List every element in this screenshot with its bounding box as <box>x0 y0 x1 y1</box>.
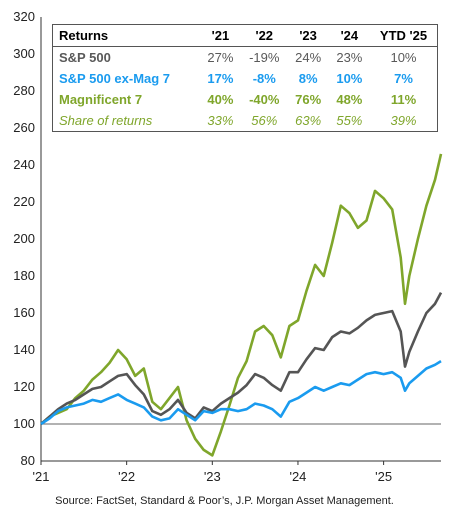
y-tick-label: 320 <box>13 9 35 24</box>
table-header-row: Returns '21 '22 '23 '24 YTD '25 <box>52 24 438 47</box>
table-cell: 17% <box>207 71 234 86</box>
y-tick-label: 100 <box>13 416 35 431</box>
table-header: '21 <box>199 24 242 47</box>
row-label: S&P 500 <box>59 50 111 65</box>
table-cell: 76% <box>295 92 322 107</box>
series-line-s-p-500 <box>40 291 443 425</box>
series-line-magnificent-7 <box>40 153 443 457</box>
series-line-s-p-500-ex-mag-7 <box>40 359 442 426</box>
table-header: Returns <box>52 24 200 47</box>
x-tick-label: '25 <box>375 469 392 484</box>
source-note: Source: FactSet, Standard & Poor’s, J.P.… <box>55 495 394 507</box>
y-tick-label: 240 <box>13 157 35 172</box>
table-cell: 10% <box>390 50 417 65</box>
table-cell: 33% <box>207 113 234 128</box>
table-cell: 63% <box>295 113 322 128</box>
y-tick-label: 200 <box>13 231 35 246</box>
table-cell: 8% <box>298 71 318 86</box>
returns-table: Returns '21 '22 '23 '24 YTD '25 S&P 500 … <box>52 24 438 132</box>
y-tick-label: 260 <box>13 120 35 135</box>
table-cell: 40% <box>207 92 234 107</box>
table-cell: 24% <box>295 50 322 65</box>
x-tick-label: '23 <box>204 469 221 484</box>
table-header: '23 <box>287 24 329 47</box>
table-row-mag7: Magnificent 7 40% -40% 76% 48% 11% <box>53 89 438 110</box>
table-row-sp500: S&P 500 27% -19% 24% 23% 10% <box>53 47 438 69</box>
plot-lines <box>40 153 443 457</box>
table-cell: 27% <box>207 50 234 65</box>
table-cell: 48% <box>336 92 363 107</box>
y-tick-label: 220 <box>13 194 35 209</box>
table-row-ex-mag7: S&P 500 ex-Mag 7 17% -8% 8% 10% 7% <box>53 68 438 89</box>
x-axis: '21 '22 '23 '24 '25 <box>33 461 392 484</box>
table-header: '22 <box>241 24 288 47</box>
y-tick-label: 80 <box>21 453 35 468</box>
table-cell: -8% <box>252 71 276 86</box>
table-cell: 11% <box>390 92 417 107</box>
y-tick-label: 180 <box>13 268 35 283</box>
table-cell: 55% <box>336 113 363 128</box>
table-header: '24 <box>328 24 370 47</box>
table-cell: 7% <box>394 71 413 86</box>
row-label: S&P 500 ex-Mag 7 <box>59 71 171 86</box>
y-tick-label: 160 <box>13 305 35 320</box>
table-row-share: Share of returns 33% 56% 63% 55% 39% <box>53 110 438 132</box>
y-tick-label: 300 <box>13 46 35 61</box>
y-tick-label: 120 <box>13 379 35 394</box>
x-tick-label: '24 <box>289 469 306 484</box>
x-tick-label: '22 <box>118 469 135 484</box>
y-tick-label: 140 <box>13 342 35 357</box>
table-cell: 10% <box>336 71 363 86</box>
row-label: Magnificent 7 <box>59 92 143 107</box>
table-cell: -19% <box>249 50 280 65</box>
table-header: YTD '25 <box>369 24 438 47</box>
table-cell: 39% <box>390 113 417 128</box>
chart-frame <box>40 17 441 462</box>
row-label: Share of returns <box>59 113 153 128</box>
y-axis: 80 100 120 140 160 180 200 220 240 260 280 300 320 <box>13 9 35 468</box>
y-tick-label: 280 <box>13 83 35 98</box>
table-cell: 56% <box>251 113 278 128</box>
x-tick-label: '21 <box>33 469 50 484</box>
table-cell: -40% <box>249 92 280 107</box>
table-cell: 23% <box>336 50 363 65</box>
